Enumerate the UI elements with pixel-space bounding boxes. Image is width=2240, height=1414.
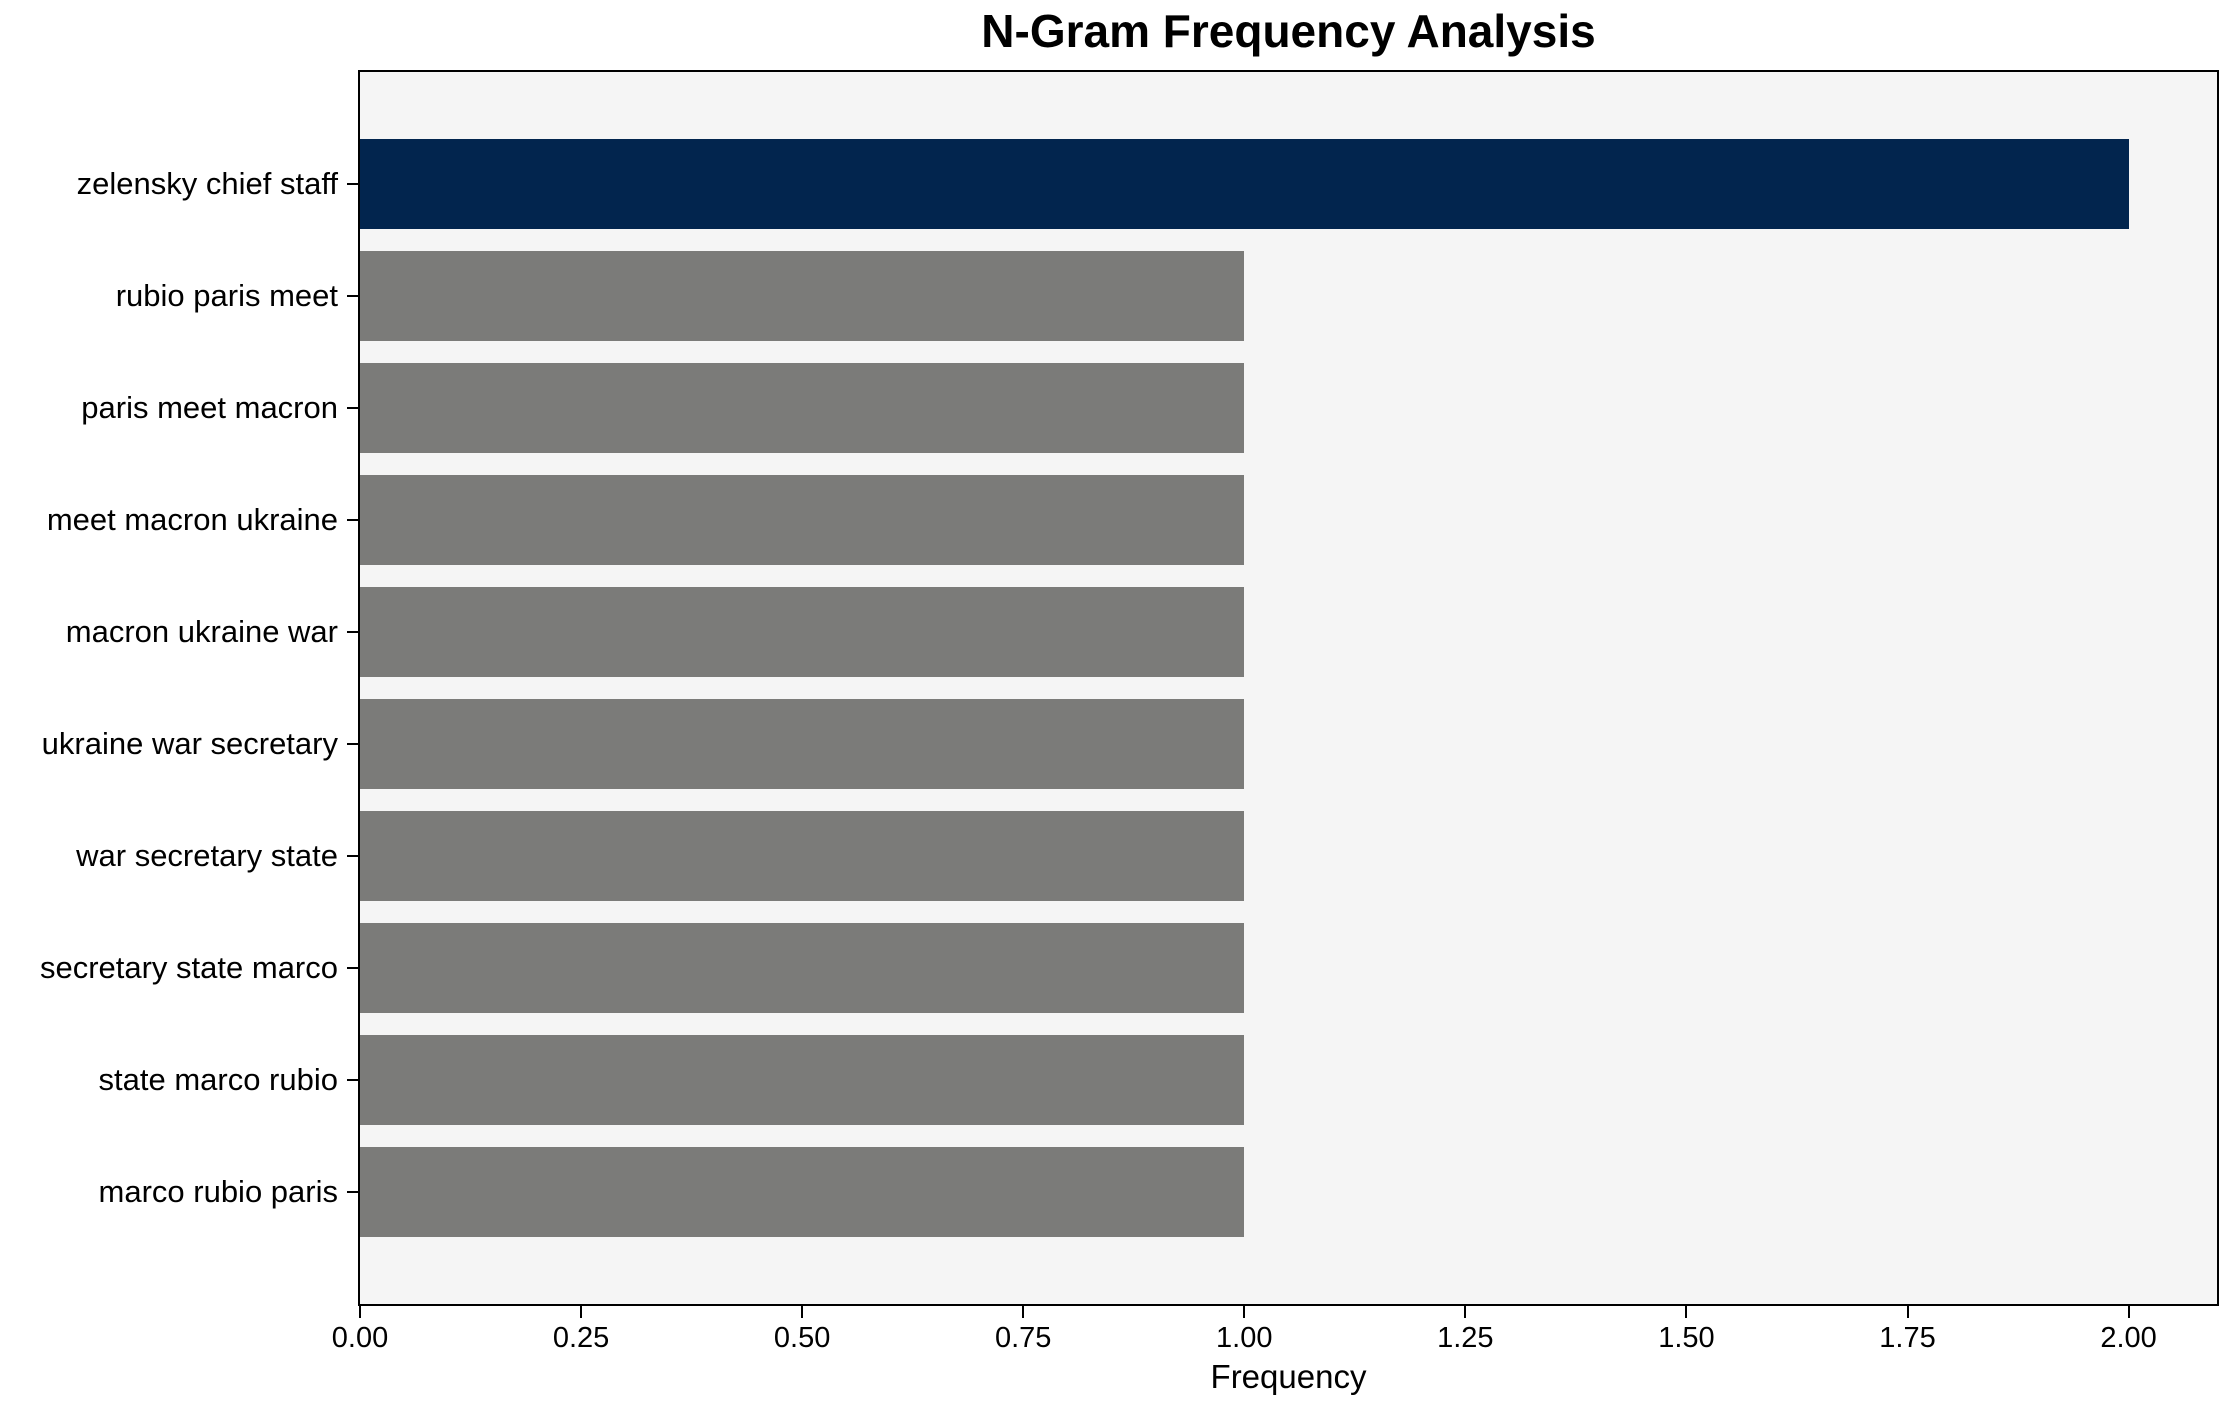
x-tick-mark [1906,1306,1909,1318]
x-tick-mark [1464,1306,1467,1318]
bar-rubio-paris-meet [360,251,1245,341]
y-tick-label: meet macron ukraine [46,502,338,537]
x-tick-mark [1243,1306,1246,1318]
y-tick-label: state marco rubio [98,1062,339,1097]
x-tick-label: 0.00 [331,1322,389,1354]
x-tick-mark [580,1306,583,1318]
y-tick-mark [347,743,358,745]
bar-paris-meet-macron [360,363,1245,453]
x-tick-label: 1.75 [1879,1322,1936,1354]
x-tick-label: 1.50 [1658,1322,1715,1354]
x-tick-mark [359,1306,361,1318]
y-tick-mark [347,631,358,633]
x-tick-label: 1.25 [1437,1322,1494,1354]
bar-secretary-state-marco [360,923,1245,1013]
y-tick-label: ukraine war secretary [41,726,338,761]
x-tick-label: 2.00 [2100,1322,2157,1354]
y-tick-label: war secretary state [76,838,338,873]
bar-meet-macron-ukraine [360,475,1245,565]
x-tick-mark [801,1306,804,1318]
x-tick-mark [1022,1306,1025,1318]
y-tick-mark [347,407,358,409]
bar-war-secretary-state [360,811,1245,901]
plot-area: zelensky chief staff rubio paris meet pari… [40,70,2219,1354]
y-tick-mark [347,183,358,185]
y-tick-mark [347,295,358,297]
y-tick-label: secretary state marco [39,950,338,985]
bar-ukraine-war-secretary [360,699,1245,789]
x-tick-label: 0.50 [773,1322,831,1354]
y-tick-label: paris meet macron [81,390,338,425]
y-tick-mark [347,855,358,857]
y-tick-label: macron ukraine war [65,614,338,649]
x-tick-mark [1685,1306,1688,1318]
bar-zelensky-chief-staff [360,139,2129,229]
bar-macron-ukraine-war [360,587,1245,677]
y-tick-mark [347,1191,358,1193]
y-tick-label: marco rubio paris [98,1174,338,1209]
y-tick-mark [347,967,358,969]
x-axis-label: Frequency [1210,1358,1367,1395]
y-tick-mark [347,1079,358,1081]
chart-title: N-Gram Frequency Analysis [981,5,1596,57]
bar-marco-rubio-paris [360,1147,1245,1237]
x-tick-label: 1.00 [1216,1322,1273,1354]
x-tick-mark [2127,1306,2130,1318]
y-tick-mark [347,519,358,521]
y-tick-label: rubio paris meet [115,278,338,313]
x-tick-label: 0.75 [994,1322,1052,1354]
bar-state-marco-rubio [360,1035,1245,1125]
y-tick-label: zelensky chief staff [76,166,338,201]
x-tick-label: 0.25 [552,1322,610,1354]
